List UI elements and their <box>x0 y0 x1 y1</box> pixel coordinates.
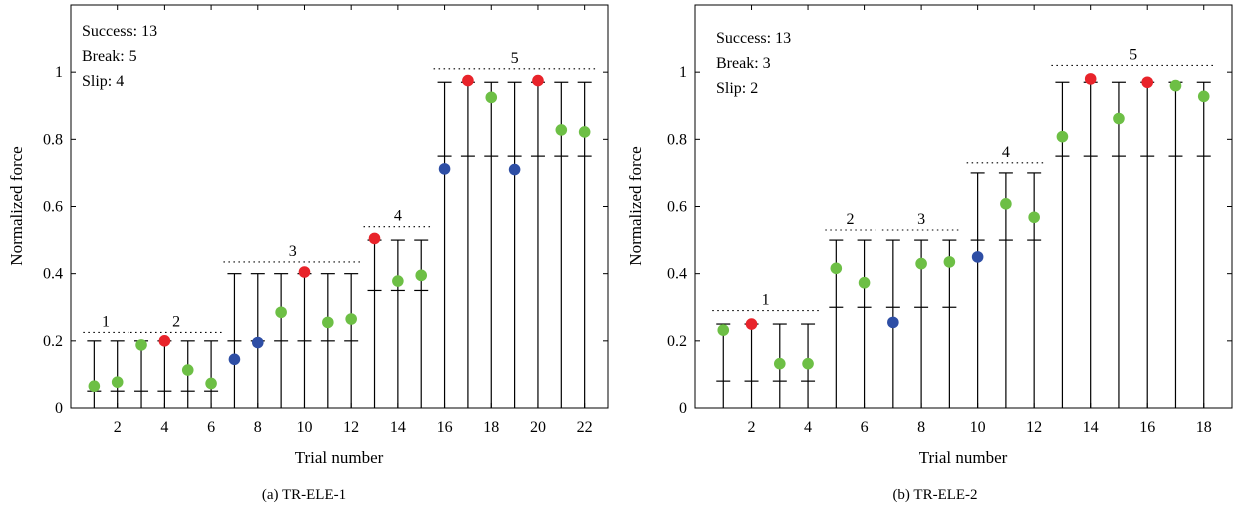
trial-point-success <box>485 91 498 104</box>
x-tick-label: 18 <box>483 419 499 436</box>
x-tick-label: 2 <box>114 419 122 436</box>
trial-point-success <box>555 124 568 136</box>
trial-point-slip <box>508 163 521 176</box>
trial-point-break <box>368 232 381 245</box>
x-tick-label: 20 <box>530 419 546 436</box>
trial-point-break <box>1084 73 1097 85</box>
trial-point-success <box>1169 79 1182 92</box>
panel-b: Normalized force Trial number (b) TR-ELE… <box>626 4 1233 503</box>
panel-caption: (a) TR-ELE-1 <box>262 487 346 503</box>
trial-point-break <box>532 74 544 87</box>
y-tick-label: 0.4 <box>43 266 63 283</box>
trial-point-success <box>88 380 101 392</box>
y-axis-label: Normalized force <box>626 146 645 265</box>
trial-point-success <box>1028 211 1040 224</box>
y-axis-label: Normalized force <box>7 146 26 265</box>
stat-break: Break: 5 <box>82 48 137 65</box>
trial-point-success <box>415 269 428 282</box>
stat-break: Break: 3 <box>716 55 771 72</box>
trial-point-success <box>915 257 927 270</box>
x-tick-label: 12 <box>1026 419 1042 436</box>
x-tick-label: 4 <box>160 419 168 436</box>
x-tick-label: 10 <box>296 419 312 436</box>
group-label: 2 <box>846 211 854 228</box>
trial-point-success <box>773 357 786 370</box>
y-tick-label: 1 <box>679 64 687 81</box>
trial-point-success <box>111 376 124 388</box>
group-label: 5 <box>1129 46 1137 63</box>
y-tick-label: 0.6 <box>667 199 687 216</box>
x-tick-label: 22 <box>577 419 593 436</box>
trial-point-success <box>1197 90 1210 103</box>
trial-point-success <box>275 306 287 319</box>
x-axis-label: Trial number <box>919 448 1008 467</box>
trial-point-break <box>1141 76 1154 89</box>
trial-point-slip <box>251 336 264 349</box>
x-tick-label: 10 <box>970 419 986 436</box>
trial-point-slip <box>438 163 451 175</box>
trial-point-break <box>462 74 474 87</box>
trial-point-success <box>1056 130 1069 143</box>
trial-point-slip <box>228 353 241 366</box>
x-tick-label: 6 <box>207 419 215 436</box>
y-tick-label: 0 <box>679 400 687 417</box>
trial-point-success <box>802 357 814 370</box>
trial-point-success <box>205 377 217 390</box>
group-label: 2 <box>172 313 180 330</box>
x-tick-label: 8 <box>254 419 262 436</box>
trial-point-break <box>158 335 171 347</box>
y-tick-label: 0.4 <box>667 266 687 283</box>
y-tick-label: 0.8 <box>667 131 687 148</box>
panel-a: Normalized force Trial number (a) TR-ELE… <box>7 4 609 503</box>
trial-point-success <box>322 316 334 329</box>
x-tick-label: 4 <box>804 419 812 436</box>
x-tick-label: 14 <box>1083 419 1099 436</box>
trial-point-success <box>1000 198 1012 210</box>
x-tick-label: 18 <box>1196 419 1212 436</box>
x-tick-label: 16 <box>437 419 453 436</box>
x-tick-label: 2 <box>748 419 756 436</box>
trial-point-slip <box>971 251 984 263</box>
x-tick-label: 16 <box>1139 419 1155 436</box>
panel-caption: (b) TR-ELE-2 <box>892 487 977 503</box>
y-tick-label: 1 <box>55 64 63 81</box>
trial-point-slip <box>887 316 899 329</box>
trial-point-success <box>717 324 730 336</box>
trial-point-success <box>135 339 147 351</box>
group-label: 1 <box>762 292 770 309</box>
stat-success: Success: 13 <box>82 23 157 40</box>
x-axis-label: Trial number <box>295 448 384 467</box>
group-label: 3 <box>289 243 297 260</box>
y-tick-label: 0.8 <box>43 131 63 148</box>
trial-point-break <box>298 266 311 278</box>
y-tick-label: 0 <box>55 400 63 417</box>
trial-point-success <box>578 126 591 138</box>
trial-point-success <box>181 364 194 376</box>
x-tick-label: 6 <box>861 419 869 436</box>
group-label: 4 <box>394 208 402 225</box>
trial-point-success <box>830 262 843 275</box>
trial-point-success <box>345 313 357 325</box>
x-tick-label: 8 <box>917 419 925 436</box>
plot-frame <box>70 4 609 409</box>
trial-point-success <box>392 275 404 287</box>
trial-point-success <box>1113 112 1125 125</box>
y-tick-label: 0.6 <box>43 199 63 216</box>
stat-success: Success: 13 <box>716 30 791 47</box>
group-label: 1 <box>102 313 110 330</box>
stat-slip: Slip: 2 <box>716 80 758 97</box>
y-tick-label: 0.2 <box>667 333 687 350</box>
x-tick-label: 14 <box>390 419 406 436</box>
group-label: 5 <box>511 50 519 67</box>
group-label: 4 <box>1002 144 1010 161</box>
y-tick-label: 0.2 <box>43 333 63 350</box>
trial-point-success <box>858 276 871 289</box>
trial-point-break <box>745 318 758 330</box>
x-tick-label: 12 <box>343 419 359 436</box>
stat-slip: Slip: 4 <box>82 73 124 90</box>
group-label: 3 <box>917 211 925 228</box>
trial-point-success <box>943 256 956 268</box>
